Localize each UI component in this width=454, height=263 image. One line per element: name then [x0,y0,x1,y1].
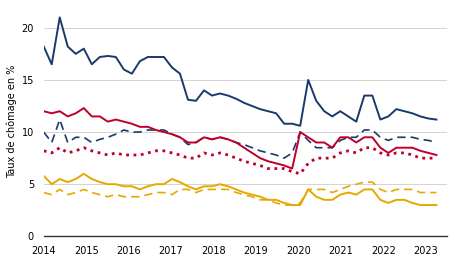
Y-axis label: Taux de chômage en %: Taux de chômage en % [7,65,17,178]
